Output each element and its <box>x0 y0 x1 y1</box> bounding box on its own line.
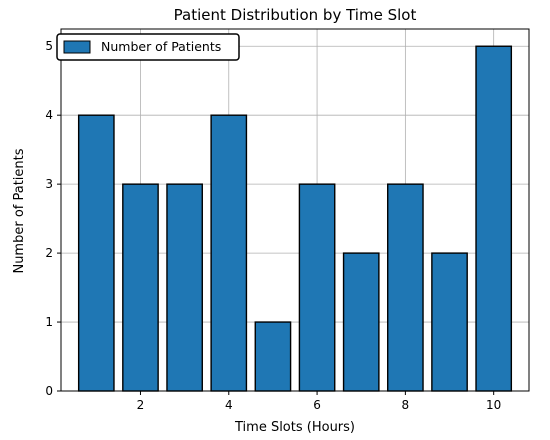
legend-box <box>56 33 240 61</box>
x-tick-label: 8 <box>402 398 410 412</box>
bar <box>254 321 292 392</box>
bar <box>475 45 513 392</box>
y-tick-label: 2 <box>45 246 53 260</box>
y-tick-label: 4 <box>45 108 53 122</box>
x-axis-ticks: 2 4 6 8 10 <box>137 391 501 412</box>
chart-title: Patient Distribution by Time Slot <box>174 6 417 24</box>
y-axis-ticks: 0 1 2 3 4 5 <box>45 39 61 398</box>
y-tick-label: 1 <box>45 315 53 329</box>
bar <box>431 252 468 392</box>
x-axis-label: Time Slots (Hours) <box>234 420 355 435</box>
legend-swatch <box>63 40 91 54</box>
y-axis-label: Number of Patients <box>12 148 27 273</box>
bar <box>122 183 159 392</box>
plot-frame <box>60 28 530 392</box>
x-tick-label: 6 <box>313 398 321 412</box>
legend: Number of Patients <box>56 33 240 61</box>
x-tick-label: 4 <box>225 398 233 412</box>
x-tick-label: 2 <box>137 398 145 412</box>
x-tick-label: 10 <box>486 398 501 412</box>
bar <box>342 252 380 392</box>
y-tick-label: 0 <box>45 384 53 398</box>
bar <box>210 114 248 392</box>
bar <box>77 114 115 392</box>
bar <box>298 183 336 392</box>
bars <box>77 45 513 392</box>
y-tick-label: 3 <box>45 177 53 191</box>
bar <box>166 183 203 392</box>
legend-label: Number of Patients <box>101 39 221 54</box>
y-tick-label: 5 <box>45 39 53 53</box>
bar <box>387 183 424 392</box>
